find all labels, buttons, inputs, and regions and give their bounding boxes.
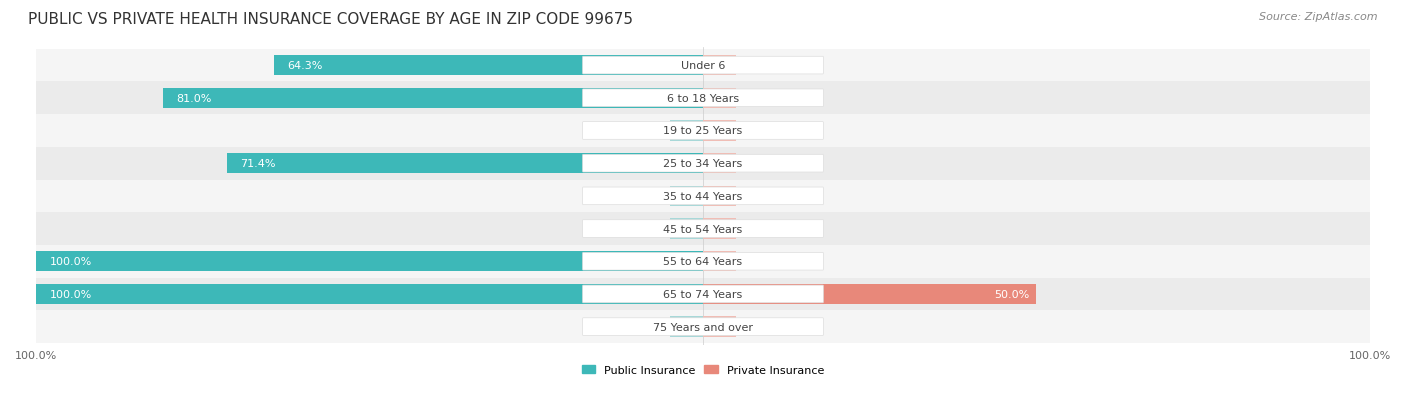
Text: 71.4%: 71.4%: [240, 159, 276, 169]
FancyBboxPatch shape: [582, 285, 824, 303]
Text: 0.0%: 0.0%: [742, 191, 772, 202]
Bar: [37, 311, 1369, 343]
Text: 0.0%: 0.0%: [742, 126, 772, 136]
Bar: [37, 213, 1369, 245]
Bar: [37, 82, 1369, 115]
Text: 0.0%: 0.0%: [742, 94, 772, 104]
Text: 0.0%: 0.0%: [634, 126, 664, 136]
Bar: [37, 284, 703, 304]
Bar: [37, 50, 1369, 82]
Text: 35 to 44 Years: 35 to 44 Years: [664, 191, 742, 202]
Text: 81.0%: 81.0%: [176, 94, 211, 104]
Text: 19 to 25 Years: 19 to 25 Years: [664, 126, 742, 136]
Bar: [703, 154, 737, 174]
Text: 25 to 34 Years: 25 to 34 Years: [664, 159, 742, 169]
Bar: [226, 154, 703, 174]
Text: 75 Years and over: 75 Years and over: [652, 322, 754, 332]
Text: 65 to 74 Years: 65 to 74 Years: [664, 289, 742, 299]
FancyBboxPatch shape: [582, 253, 824, 271]
Bar: [37, 115, 1369, 147]
Text: 0.0%: 0.0%: [742, 61, 772, 71]
Text: Source: ZipAtlas.com: Source: ZipAtlas.com: [1260, 12, 1378, 22]
FancyBboxPatch shape: [582, 155, 824, 173]
Bar: [274, 56, 703, 76]
Text: 50.0%: 50.0%: [994, 289, 1029, 299]
Text: 55 to 64 Years: 55 to 64 Years: [664, 256, 742, 267]
Bar: [703, 186, 737, 206]
FancyBboxPatch shape: [582, 57, 824, 75]
Bar: [703, 219, 737, 239]
Bar: [37, 252, 703, 272]
Bar: [703, 284, 1036, 304]
Bar: [703, 121, 737, 141]
FancyBboxPatch shape: [582, 122, 824, 140]
Bar: [37, 180, 1369, 213]
Text: 0.0%: 0.0%: [634, 224, 664, 234]
FancyBboxPatch shape: [582, 220, 824, 238]
Bar: [703, 252, 737, 272]
FancyBboxPatch shape: [582, 90, 824, 107]
Text: 0.0%: 0.0%: [634, 322, 664, 332]
Text: 0.0%: 0.0%: [742, 159, 772, 169]
Bar: [669, 121, 703, 141]
FancyBboxPatch shape: [582, 188, 824, 205]
Bar: [37, 278, 1369, 311]
FancyBboxPatch shape: [582, 318, 824, 336]
Bar: [37, 245, 1369, 278]
Text: 64.3%: 64.3%: [288, 61, 323, 71]
Bar: [703, 88, 737, 109]
Bar: [669, 186, 703, 206]
Bar: [669, 219, 703, 239]
Text: 45 to 54 Years: 45 to 54 Years: [664, 224, 742, 234]
Text: 0.0%: 0.0%: [742, 224, 772, 234]
Text: PUBLIC VS PRIVATE HEALTH INSURANCE COVERAGE BY AGE IN ZIP CODE 99675: PUBLIC VS PRIVATE HEALTH INSURANCE COVER…: [28, 12, 633, 27]
Text: 100.0%: 100.0%: [49, 256, 91, 267]
Text: 100.0%: 100.0%: [49, 289, 91, 299]
Text: 0.0%: 0.0%: [742, 322, 772, 332]
Text: Under 6: Under 6: [681, 61, 725, 71]
Legend: Public Insurance, Private Insurance: Public Insurance, Private Insurance: [582, 365, 824, 375]
Text: 0.0%: 0.0%: [742, 256, 772, 267]
Bar: [669, 317, 703, 337]
Bar: [163, 88, 703, 109]
Text: 0.0%: 0.0%: [634, 191, 664, 202]
Bar: [703, 56, 737, 76]
Bar: [703, 317, 737, 337]
Bar: [37, 147, 1369, 180]
Text: 6 to 18 Years: 6 to 18 Years: [666, 94, 740, 104]
